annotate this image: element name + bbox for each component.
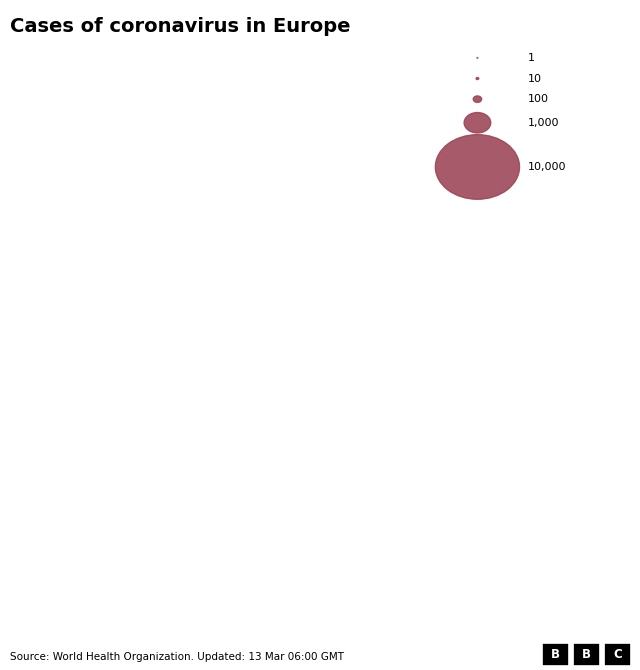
Text: 1,000: 1,000 [527,118,559,128]
Text: 10,000: 10,000 [527,162,566,172]
Circle shape [473,96,482,103]
Bar [573,643,600,666]
Circle shape [464,113,491,133]
Circle shape [435,135,520,199]
Text: 100: 100 [527,94,548,104]
Bar [542,643,569,666]
Text: B: B [582,648,591,661]
Text: C: C [613,648,622,661]
Text: B: B [551,648,560,661]
Text: 10: 10 [527,74,541,84]
Text: 1: 1 [527,53,534,63]
Text: Source: World Health Organization. Updated: 13 Mar 06:00 GMT: Source: World Health Organization. Updat… [10,652,344,662]
Text: Cases of coronavirus in Europe: Cases of coronavirus in Europe [10,17,350,36]
Bar [604,643,631,666]
Circle shape [476,78,479,80]
